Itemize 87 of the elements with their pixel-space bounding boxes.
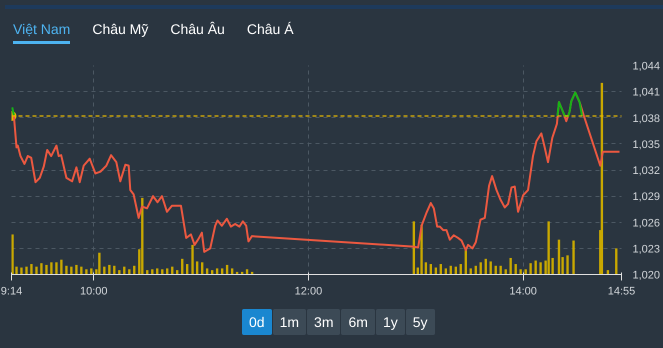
bar <box>480 262 482 274</box>
bar <box>509 258 512 274</box>
bar <box>474 266 477 274</box>
bar <box>210 270 214 274</box>
bar <box>181 258 184 274</box>
bar <box>412 221 416 274</box>
bar <box>615 248 618 274</box>
bar <box>98 252 101 274</box>
bar <box>146 270 148 274</box>
bar <box>514 264 517 274</box>
bar <box>220 268 224 274</box>
bar <box>494 266 497 274</box>
bar <box>40 263 43 274</box>
bar <box>490 261 492 274</box>
bar <box>450 266 452 274</box>
bar <box>161 269 164 274</box>
bar <box>171 266 174 274</box>
text: 0d <box>242 309 272 335</box>
y-tick-label: 1,029 <box>632 191 660 204</box>
bar <box>85 269 88 274</box>
y-tick-label: 1,020 <box>632 270 660 282</box>
bar <box>113 266 116 274</box>
bar <box>206 268 208 274</box>
bar <box>90 268 92 274</box>
bar <box>118 270 121 274</box>
bar <box>201 262 204 274</box>
bar <box>108 264 111 274</box>
bar <box>123 266 126 274</box>
bar <box>504 269 507 274</box>
text: Châu Mỹ <box>92 21 148 39</box>
text: Châu Á <box>246 21 294 39</box>
x-tick-label: 9:14 <box>0 286 22 298</box>
bar <box>500 266 502 274</box>
text: 3m <box>307 309 340 335</box>
bar <box>444 268 448 274</box>
y-tick-label: 1,041 <box>632 86 660 99</box>
bar <box>547 221 550 274</box>
text: 1m <box>272 309 306 335</box>
bar <box>128 269 130 274</box>
text: 6m <box>341 309 375 335</box>
bar <box>166 268 168 274</box>
y-tick-label: 1,044 <box>632 60 660 72</box>
bar <box>524 269 527 274</box>
bar <box>484 258 487 274</box>
x-tick-label: 12:00 <box>294 286 322 298</box>
bar <box>460 264 462 274</box>
bar <box>606 270 610 274</box>
bar <box>434 268 438 274</box>
bar <box>230 268 234 274</box>
bar <box>80 266 83 274</box>
x-tick-label: 14:00 <box>509 286 537 298</box>
bar <box>464 250 467 274</box>
bar <box>151 269 154 274</box>
bar <box>141 198 144 274</box>
bar <box>454 266 457 274</box>
bar <box>539 262 542 274</box>
bar <box>156 268 158 274</box>
text: 1y <box>376 309 405 335</box>
bar <box>176 270 178 274</box>
bar <box>430 264 432 274</box>
bar <box>75 264 78 274</box>
bar <box>529 263 532 274</box>
bar <box>60 260 63 274</box>
y-tick-label: 1,035 <box>632 138 660 151</box>
bar <box>70 266 73 274</box>
bar <box>534 260 537 274</box>
bar <box>216 268 218 274</box>
bar <box>519 269 522 274</box>
text: 5y <box>406 309 435 335</box>
bar <box>103 266 106 274</box>
text: Việt Nam <box>13 21 70 44</box>
bar <box>196 261 198 274</box>
bar <box>133 266 136 274</box>
x-tick-label: 14:55 <box>608 286 636 298</box>
y-tick-label: 1,038 <box>632 112 660 125</box>
text: Châu Âu <box>170 21 225 39</box>
y-tick-label: 1,026 <box>632 217 660 230</box>
y-tick-label: 1,032 <box>632 165 660 177</box>
bar <box>470 268 472 274</box>
bar <box>226 264 228 274</box>
x-tick-label: 10:00 <box>80 286 108 298</box>
bar <box>600 82 604 274</box>
bar <box>65 266 68 274</box>
bar <box>440 264 442 274</box>
bar <box>186 264 188 274</box>
y-tick-label: 1,023 <box>632 243 660 256</box>
bar <box>50 262 53 274</box>
